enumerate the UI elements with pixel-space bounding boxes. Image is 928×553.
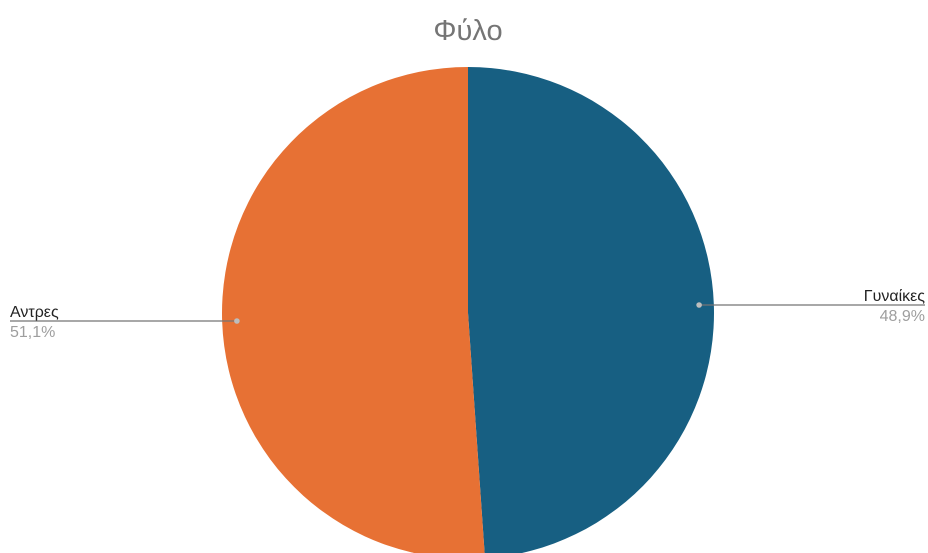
leader-dot-1 (234, 318, 240, 324)
chart-title: Φύλο (433, 15, 502, 47)
slice-label-1: Αντρες (10, 304, 59, 321)
slice-label-0: Γυναίκες (864, 288, 926, 305)
slice-value-label-0: 48,9% (880, 308, 925, 325)
pie-labels: Γυναίκες 48,9% Αντρες 51,1% (10, 288, 925, 341)
pie-slice-0[interactable] (468, 67, 714, 553)
slice-value-label-1: 51,1% (10, 324, 55, 341)
pie-slices (222, 67, 714, 553)
leader-dot-0 (696, 302, 702, 308)
pie-slice-1[interactable] (222, 67, 485, 553)
